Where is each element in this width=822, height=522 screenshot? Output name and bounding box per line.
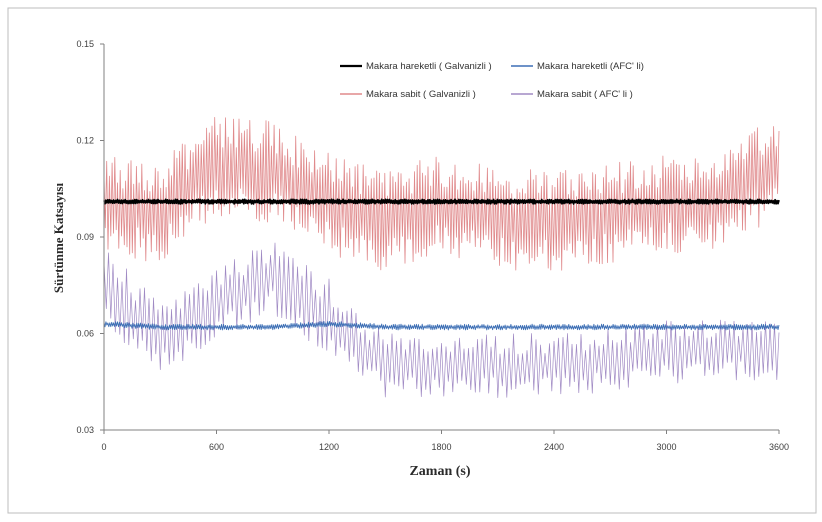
series-line-2 [103,117,780,271]
y-tick-label: 0.15 [76,39,94,49]
x-tick-label: 3600 [769,442,789,452]
ticks-layer: 0.03 0.06 0.09 0.12 0.15 0 600 1200 1800 2400 3000… [76,39,789,452]
y-tick-label: 0.09 [76,232,94,242]
x-tick-label: 1800 [431,442,451,452]
x-tick-label: 600 [209,442,224,452]
legend-label-makara-hareketli-afc: Makara hareketli (AFC' li) [537,61,644,72]
series-line-0 [103,198,780,205]
y-tick-label: 0.12 [76,136,94,146]
series-layer [103,117,780,398]
legend-label-makara-sabit-afc: Makara sabit ( AFC' li ) [537,89,633,100]
x-axis-title: Zaman (s) [409,464,470,479]
y-axis-title: Sürtünme Katsayısı [51,183,66,294]
x-tick-label: 2400 [544,442,564,452]
x-tick-label: 3000 [656,442,676,452]
series-line-1 [103,320,780,331]
x-tick-label: 1200 [319,442,339,452]
y-tick-label: 0.03 [76,425,94,435]
legend-label-makara-sabit-galvanizli: Makara sabit ( Galvanizli ) [366,89,476,100]
series-line-3 [103,242,780,398]
y-tick-label: 0.06 [76,329,94,339]
chart-border [7,7,817,514]
x-tick-label: 0 [101,442,106,452]
legend-label-makara-hareketli-galvanizli: Makara hareketli ( Galvanizli ) [366,61,492,72]
legend: Makara hareketli ( Galvanizli ) Makara h… [340,61,644,100]
